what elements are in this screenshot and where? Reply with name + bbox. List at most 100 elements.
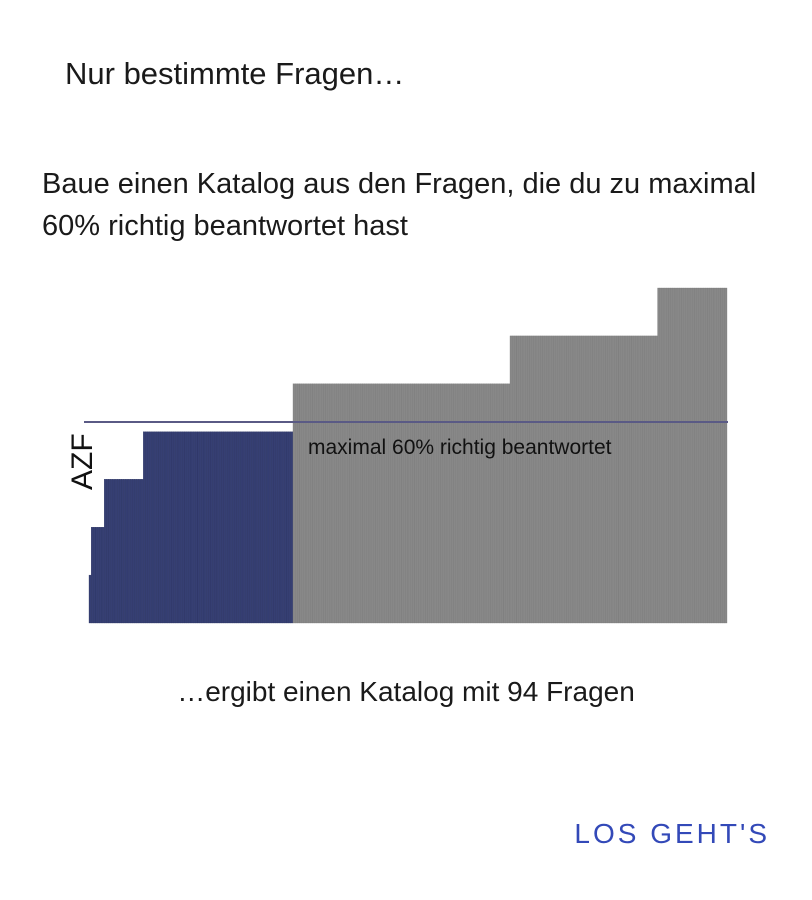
bar-selected — [147, 431, 150, 624]
bar-selected — [275, 431, 278, 624]
bar-unselected — [466, 383, 469, 624]
bar-unselected — [492, 383, 495, 624]
bar-unselected — [485, 383, 489, 624]
bar-unselected — [349, 383, 352, 624]
bar-selected — [227, 431, 231, 624]
bar-unselected — [611, 335, 615, 624]
bar-unselected — [698, 287, 702, 624]
bar-unselected — [670, 287, 673, 624]
bar-selected — [112, 479, 116, 624]
bars-group — [88, 287, 728, 624]
bar-unselected — [637, 335, 641, 624]
bar-unselected — [425, 383, 428, 624]
bar-unselected — [709, 287, 712, 624]
bar-unselected — [297, 383, 300, 624]
bar-unselected — [676, 287, 680, 624]
bar-unselected — [477, 383, 480, 624]
bar-selected — [177, 431, 181, 624]
bar-selected — [117, 479, 120, 624]
bar-unselected — [351, 383, 354, 624]
bar-unselected — [483, 383, 487, 624]
bar-unselected — [407, 383, 411, 624]
bar-selected — [262, 431, 265, 624]
bar-selected — [258, 431, 261, 624]
bar-unselected — [522, 335, 526, 624]
bar-unselected — [334, 383, 337, 624]
bar-unselected — [702, 287, 706, 624]
bar-unselected — [568, 335, 571, 624]
bar-unselected — [310, 383, 313, 624]
bar-selected — [110, 479, 114, 624]
bar-unselected — [308, 383, 311, 624]
bar-selected — [225, 431, 229, 624]
bar-unselected — [705, 287, 708, 624]
bar-unselected — [629, 335, 632, 624]
bar-unselected — [401, 383, 404, 624]
bar-selected — [125, 479, 129, 624]
bar-unselected — [635, 335, 639, 624]
bar-selected — [101, 527, 105, 624]
bar-unselected — [394, 383, 398, 624]
bar-unselected — [388, 383, 391, 624]
bar-unselected — [479, 383, 482, 624]
bar-unselected — [657, 287, 660, 624]
bar-unselected — [681, 287, 684, 624]
bar-unselected — [301, 383, 304, 624]
bar-unselected — [396, 383, 400, 624]
bar-selected — [206, 431, 209, 624]
bar-unselected — [449, 383, 452, 624]
bar-selected — [290, 431, 294, 624]
bar-unselected — [327, 383, 331, 624]
bar-unselected — [546, 335, 550, 624]
bar-unselected — [624, 335, 628, 624]
bar-unselected — [687, 287, 691, 624]
bar-unselected — [336, 383, 339, 624]
bar-selected — [284, 431, 287, 624]
bar-unselected — [594, 335, 597, 624]
bar-selected — [166, 431, 170, 624]
bar-unselected — [490, 383, 493, 624]
bar-unselected — [472, 383, 476, 624]
bar-selected — [123, 479, 127, 624]
bar-selected — [160, 431, 163, 624]
bar-unselected — [498, 383, 502, 624]
bar-selected — [106, 479, 109, 624]
bar-selected — [138, 479, 142, 624]
bar-selected — [182, 431, 185, 624]
bar-unselected — [590, 335, 593, 624]
bar-unselected — [551, 335, 554, 624]
bar-unselected — [585, 335, 589, 624]
bar-unselected — [512, 335, 515, 624]
bar-unselected — [312, 383, 315, 624]
bar-unselected — [431, 383, 435, 624]
bar-selected — [190, 431, 194, 624]
bar-selected — [255, 431, 259, 624]
bar-unselected — [444, 383, 448, 624]
bar-unselected — [423, 383, 426, 624]
bar-selected — [164, 431, 168, 624]
bar-selected — [286, 431, 289, 624]
bar-selected — [175, 431, 179, 624]
bar-selected — [203, 431, 207, 624]
bar-selected — [253, 431, 257, 624]
bar-unselected — [692, 287, 695, 624]
bar-selected — [271, 431, 274, 624]
bar-unselected — [685, 287, 689, 624]
bar-unselected — [325, 383, 328, 624]
bar-unselected — [533, 335, 537, 624]
confirm-button[interactable]: LOS GEHT'S — [574, 818, 770, 849]
bar-selected — [130, 479, 133, 624]
bar-unselected — [553, 335, 556, 624]
bar-unselected — [557, 335, 561, 624]
bar-unselected — [715, 287, 719, 624]
bar-unselected — [509, 335, 513, 624]
bar-unselected — [622, 335, 626, 624]
bar-unselected — [405, 383, 409, 624]
bar-unselected — [344, 383, 348, 624]
bar-selected — [214, 431, 218, 624]
bar-selected — [273, 431, 276, 624]
bar-unselected — [561, 335, 565, 624]
bar-unselected — [420, 383, 424, 624]
bar-unselected — [501, 383, 504, 624]
